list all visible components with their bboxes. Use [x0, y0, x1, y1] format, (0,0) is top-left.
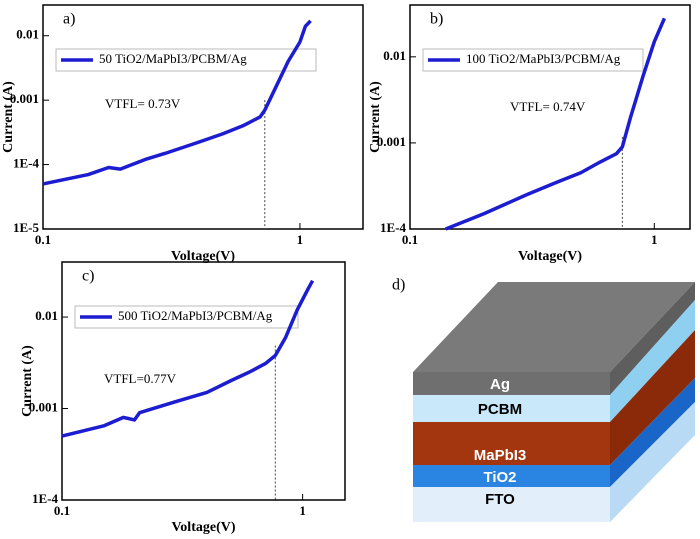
side-tio2: [610, 378, 695, 487]
data-line: [42, 19, 312, 186]
y-tick-label: 1E-4: [32, 491, 59, 506]
ag-front: [413, 372, 610, 395]
y-axis-label: Current (A): [368, 81, 383, 153]
y-tick-label: 0.01: [35, 308, 58, 323]
plot-frame: [61, 261, 346, 501]
data-line: [61, 279, 315, 438]
x-tick-label: 1: [651, 232, 658, 247]
side-mapbi: [610, 330, 695, 465]
layer-label: MaPbI3: [474, 447, 527, 464]
y-tick-label: 1E-5: [13, 220, 40, 235]
side-ag: [610, 282, 695, 395]
layer-stack: [413, 282, 695, 522]
layer-label: TiO2: [483, 469, 516, 486]
pcbm-front: [413, 395, 610, 422]
data-line: [445, 17, 667, 231]
y-tick-label: 0.01: [383, 48, 406, 63]
x-tick-label: 1: [297, 232, 304, 247]
panel-label: a): [63, 11, 75, 28]
y-tick-label: 0.001: [29, 400, 58, 415]
x-tick-label: 0.1: [54, 503, 70, 518]
plot-frame: [409, 4, 691, 230]
x-axis-label: Voltage(V): [171, 249, 235, 264]
y-tick-label: 0.001: [377, 134, 406, 149]
x-tick-label: 1: [299, 503, 306, 518]
side-fto: [610, 402, 695, 522]
y-tick-label: 1E-4: [13, 156, 40, 171]
legend-box: [55, 48, 317, 72]
x-axis-label: Voltage(V): [518, 249, 582, 264]
annotation: VTFL= 0.74V: [510, 99, 586, 114]
panel-label: c): [82, 268, 94, 285]
x-axis-label: Voltage(V): [171, 520, 235, 534]
legend-box: [74, 305, 299, 329]
mapbi-front: [413, 422, 610, 465]
x-tick-label: 0.1: [35, 232, 51, 247]
layer-label: Ag: [490, 376, 510, 393]
legend-box: [422, 48, 644, 72]
panel-label: b): [430, 11, 443, 28]
y-tick-label: 1E-4: [380, 220, 407, 235]
tio2-front: [413, 465, 610, 487]
x-tick-label: 0.1: [402, 232, 418, 247]
top-face: [413, 282, 695, 372]
annotation: VTFL=0.77V: [104, 371, 177, 386]
layer-label: PCBM: [478, 401, 522, 418]
legend-label: 50 TiO2/MaPbI3/PCBM/Ag: [99, 51, 247, 66]
side-pcbm: [610, 300, 695, 422]
y-axis-label: Current (A): [1, 81, 16, 153]
y-tick-label: 0.001: [10, 91, 39, 106]
fto-front: [413, 487, 610, 522]
legend-label: 100 TiO2/MaPbI3/PCBM/Ag: [466, 51, 621, 66]
y-axis-label: Current (A): [20, 345, 35, 417]
y-tick-label: 0.01: [16, 27, 39, 42]
plot-frame: [42, 4, 364, 230]
legend-label: 500 TiO2/MaPbI3/PCBM/Ag: [118, 308, 273, 323]
annotation: VTFL= 0.73V: [105, 96, 181, 111]
layer-label: FTO: [485, 491, 515, 508]
panel-label: d): [392, 277, 405, 294]
